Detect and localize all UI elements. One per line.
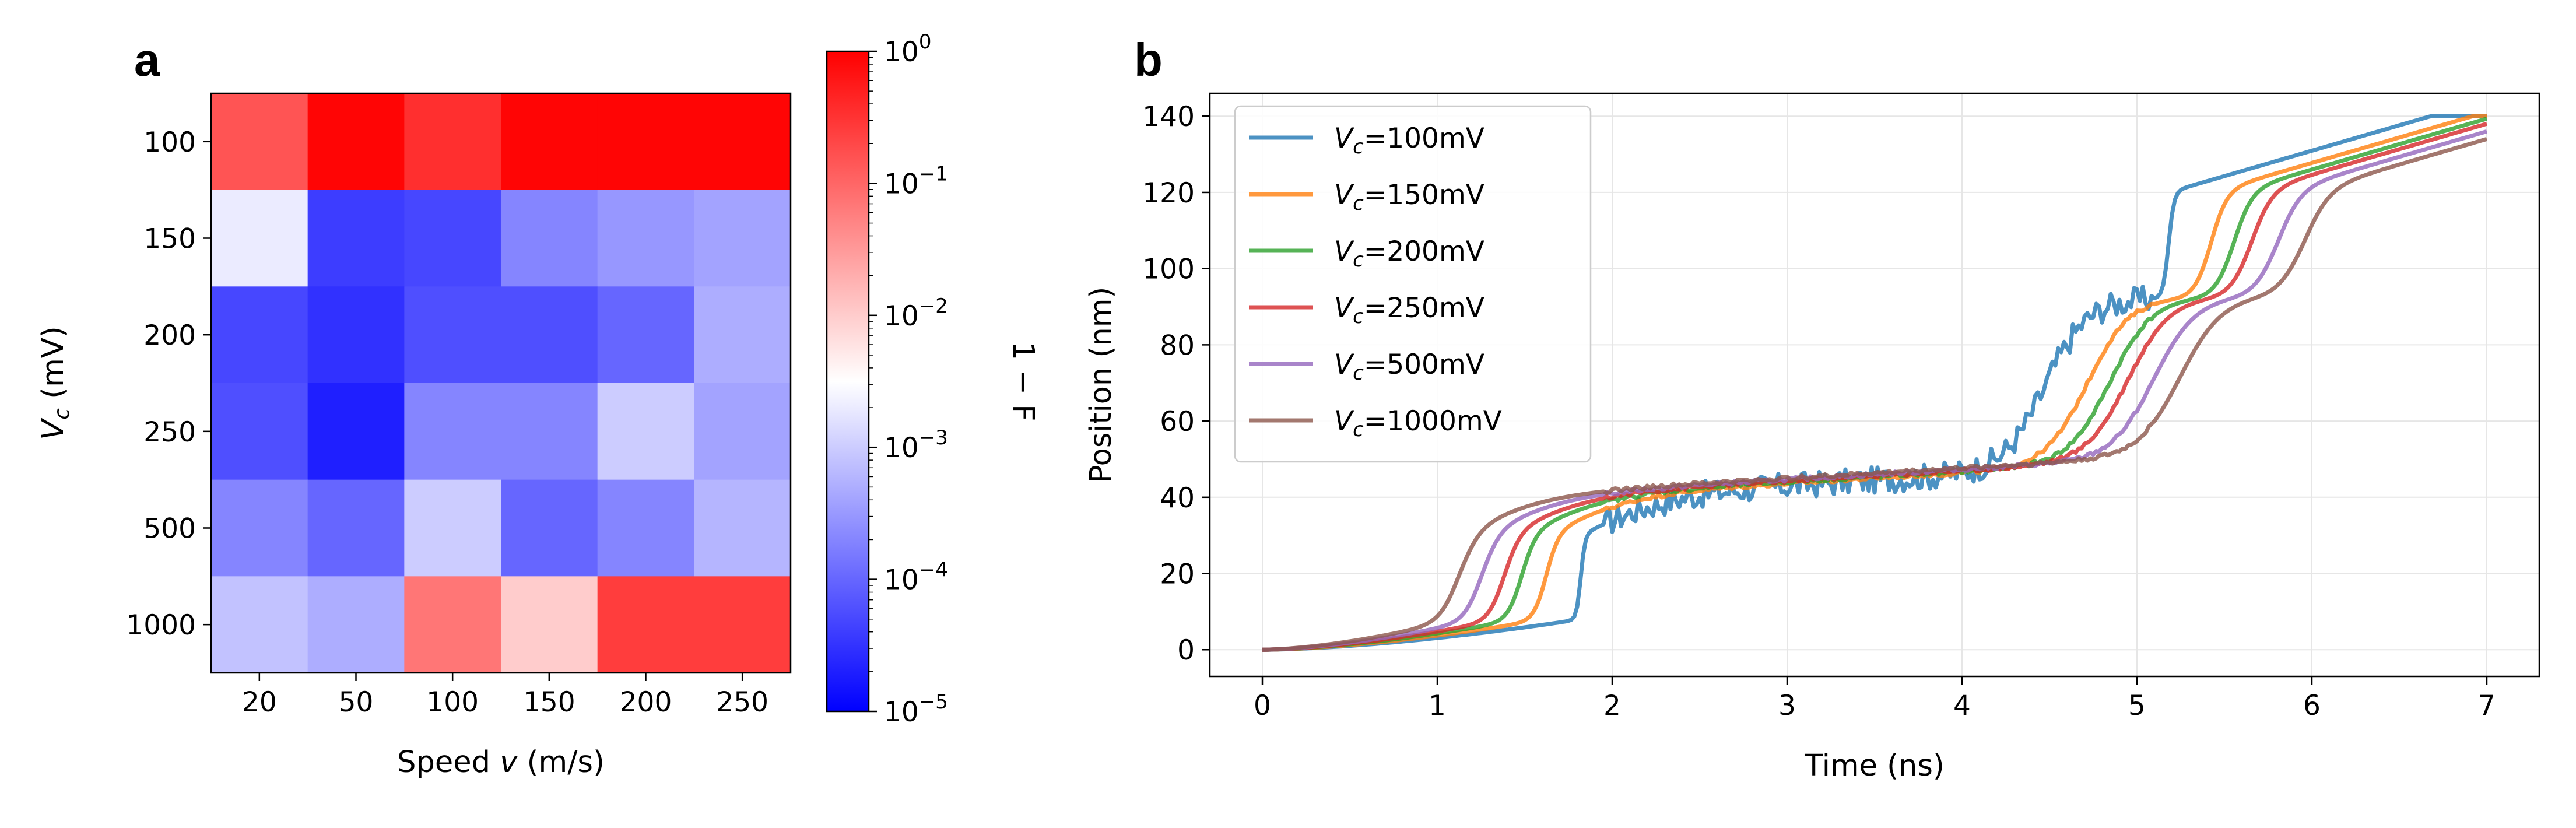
heatmap-cell (404, 479, 501, 577)
heatmap-cell (307, 93, 405, 191)
y-axis-label: Position (nm) (1084, 287, 1118, 483)
y-tick-label: 200 (143, 320, 196, 352)
y-tick-label: 0 (1177, 634, 1195, 666)
heatmap-cell (597, 479, 694, 577)
legend-label: Vc=500mV (1334, 349, 1484, 385)
heatmap-cell (211, 479, 308, 577)
x-tick-label: 20 (242, 686, 277, 718)
colorbar-tick-label: 10−4 (884, 559, 948, 597)
heatmap-panel: 20 50 100 150 200 250 100 150 200 250 500 1000 Speed… (36, 92, 792, 780)
x-tick-label: 150 (523, 686, 575, 718)
x-tick-label: 4 (1953, 690, 1971, 722)
y-tick-label: 40 (1160, 482, 1195, 514)
colorbar: 100 10−1 10−2 10−3 10−4 10−5 1 − F (826, 30, 1040, 728)
colorbar-tick-label: 10−5 (884, 690, 948, 728)
y-tick-label: 100 (143, 127, 196, 159)
heatmap-cell (694, 93, 791, 191)
heatmap-cell (597, 93, 694, 191)
y-tick-label: 120 (1142, 177, 1195, 209)
heatmap-cell (501, 479, 598, 577)
heatmap-cell (597, 576, 694, 673)
colorbar-gradient (827, 51, 869, 711)
x-tick-label: 2 (1603, 690, 1621, 722)
x-tick-label: 5 (2128, 690, 2146, 722)
x-axis-label: Time (ns) (1804, 749, 1945, 783)
x-axis-label: Speed v (m/s) (397, 745, 605, 780)
legend-label: Vc=150mV (1334, 179, 1484, 215)
legend-box (1234, 105, 1592, 463)
series-line (1262, 114, 2487, 652)
panel-a-letter: a (134, 34, 160, 86)
legend-label: Vc=1000mV (1334, 405, 1502, 441)
heatmap-cell (307, 190, 405, 287)
y-tick-label: 1000 (126, 609, 196, 641)
plot-frame (1209, 92, 2540, 678)
y-tick-label: 150 (143, 223, 196, 255)
heatmap-cell (694, 286, 791, 384)
heatmap-cell (501, 93, 598, 191)
heatmap-cell (694, 383, 791, 480)
heatmap-frame (210, 92, 792, 674)
line-plot-panel: 0 1 2 3 4 5 6 7 0 20 40 60 80 100 120 140 Time (ns) Posit… (1084, 92, 2540, 783)
legend-label: Vc=250mV (1334, 292, 1484, 328)
heatmap-cell (501, 190, 598, 287)
y-tick-label: 80 (1160, 329, 1195, 362)
colorbar-tick-label: 100 (884, 30, 931, 68)
heatmap-cell (597, 286, 694, 384)
x-tick-label: 0 (1254, 690, 1271, 722)
heatmap-cell (307, 286, 405, 384)
heatmap-cell (211, 93, 308, 191)
heatmap-cell (211, 286, 308, 384)
heatmap-cell (211, 576, 308, 673)
y-tick-label: 140 (1142, 101, 1195, 133)
heatmap-cell (211, 383, 308, 480)
x-tick-label: 3 (1778, 690, 1796, 722)
heatmap-cell (694, 479, 791, 577)
heatmap-cell (307, 576, 405, 673)
heatmap-cell (307, 479, 405, 577)
colorbar-label: 1 − F (1006, 342, 1040, 422)
heatmap-cell (501, 576, 598, 673)
heatmap-cell (694, 576, 791, 673)
heatmap-cell (501, 286, 598, 384)
colorbar-frame (826, 50, 870, 713)
colorbar-tick-label: 10−1 (884, 162, 948, 200)
x-tick-label: 200 (620, 686, 672, 718)
heatmap-cell (597, 383, 694, 480)
heatmap-cell (404, 286, 501, 384)
heatmap-cell (404, 576, 501, 673)
series-line (1262, 121, 2487, 652)
y-tick-label: 250 (143, 416, 196, 448)
heatmap-cell (694, 190, 791, 287)
series-line (1262, 137, 2488, 652)
y-tick-label: 100 (1142, 254, 1195, 286)
heatmap-cell (404, 93, 501, 191)
panel-b-letter: b (1134, 34, 1163, 86)
x-tick-label: 50 (339, 686, 374, 718)
colorbar-tick-label: 10−3 (884, 426, 948, 464)
y-axis-label: Vc (mV) (36, 326, 74, 440)
x-tick-label: 250 (716, 686, 768, 718)
x-tick-label: 7 (2478, 690, 2496, 722)
colorbar-tick-label: 10−2 (884, 294, 948, 332)
y-tick-label: 60 (1160, 406, 1195, 438)
heatmap-cell (307, 383, 405, 480)
y-tick-label: 20 (1160, 559, 1195, 591)
x-tick-label: 1 (1429, 690, 1446, 722)
heatmap-cell (501, 383, 598, 480)
x-tick-label: 6 (2303, 690, 2321, 722)
x-tick-label: 100 (426, 686, 479, 718)
legend-label: Vc=200mV (1334, 236, 1484, 272)
heatmap-cell (404, 190, 501, 287)
heatmap-cell (404, 383, 501, 480)
heatmap-cell (597, 190, 694, 287)
heatmap-cell (211, 190, 308, 287)
y-tick-label: 500 (143, 513, 196, 545)
legend-label: Vc=100mV (1334, 122, 1484, 159)
